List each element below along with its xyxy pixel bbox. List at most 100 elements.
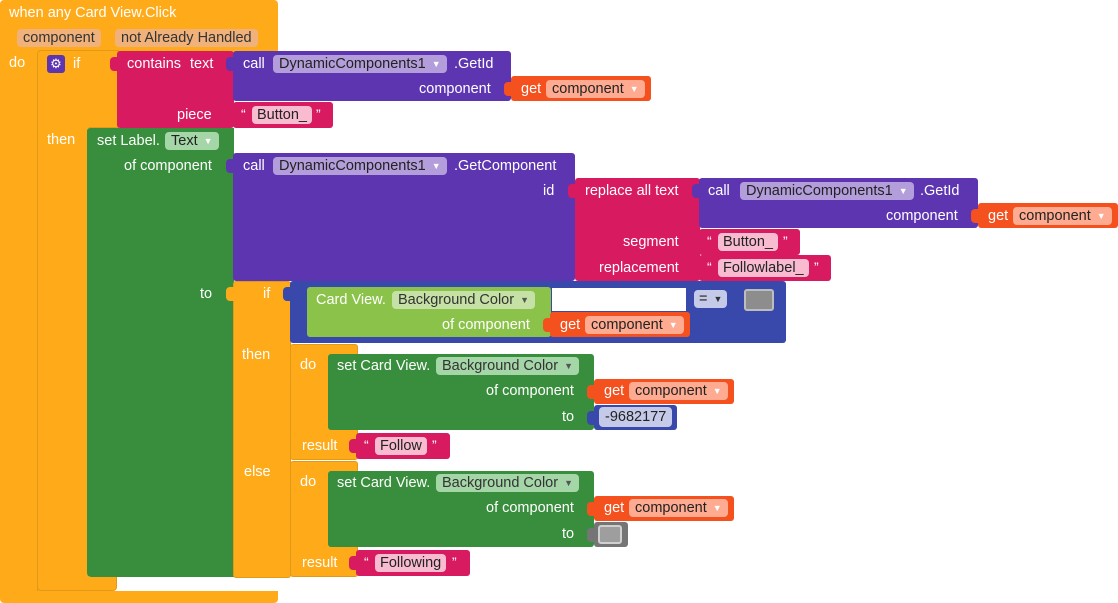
ternary-if-block[interactable] bbox=[233, 281, 291, 578]
to-label: to bbox=[200, 286, 213, 302]
get-label: get bbox=[604, 500, 625, 516]
then-do-label: do bbox=[300, 357, 317, 373]
set-cardview-prefix: set Card View. bbox=[337, 358, 431, 374]
event-title: when any Card View.Click bbox=[9, 5, 177, 21]
contains-mode-label: text bbox=[190, 56, 214, 72]
call-getid-nested-connector bbox=[692, 184, 700, 198]
do-label: do bbox=[9, 55, 26, 71]
set-cardview-prefix: set Card View. bbox=[337, 475, 431, 491]
color-swatch-gray[interactable] bbox=[598, 525, 622, 544]
get-variable-dropdown[interactable]: component ▼ bbox=[1013, 207, 1112, 225]
property-dropdown-background-color[interactable]: Background Color ▼ bbox=[436, 474, 579, 492]
method-getcomponent: .GetComponent bbox=[454, 158, 557, 174]
dropdown-arrow-icon: ▼ bbox=[203, 136, 213, 146]
close-quote-icon: ” bbox=[432, 437, 437, 453]
property-dropdown-background-color[interactable]: Background Color ▼ bbox=[392, 291, 535, 309]
call-getid-connector bbox=[226, 57, 234, 71]
following-string-value[interactable]: Following bbox=[375, 554, 447, 572]
color-swatch-gray[interactable] bbox=[744, 289, 774, 311]
operator-dropdown-equals[interactable]: = ▼ bbox=[694, 290, 728, 308]
dropdown-arrow-icon: ▼ bbox=[431, 59, 441, 69]
call-component-arg-label: component bbox=[886, 208, 958, 224]
else-result-label: result bbox=[302, 555, 338, 571]
to-label: to bbox=[562, 409, 575, 425]
component-dropdown-dynamiccomponents1[interactable]: DynamicComponents1 ▼ bbox=[273, 157, 447, 175]
then-label: then bbox=[47, 132, 76, 148]
replace-all-text-block[interactable] bbox=[575, 178, 700, 281]
event-block-do-column bbox=[0, 52, 38, 592]
get-variable-dropdown[interactable]: component ▼ bbox=[546, 80, 645, 98]
ternary-if-label: if bbox=[263, 286, 271, 302]
method-getid: .GetId bbox=[454, 56, 494, 72]
get-component-connector bbox=[971, 209, 979, 223]
get-component-connector bbox=[504, 82, 512, 96]
get-variable-dropdown[interactable]: component ▼ bbox=[585, 316, 684, 334]
id-label: id bbox=[543, 183, 555, 199]
property-dropdown-text[interactable]: Text ▼ bbox=[165, 132, 219, 150]
component-dropdown-dynamiccomponents1[interactable]: DynamicComponents1 ▼ bbox=[273, 55, 447, 73]
dropdown-arrow-icon: ▼ bbox=[564, 361, 573, 371]
compare-right-connector bbox=[734, 291, 742, 305]
get-label: get bbox=[604, 383, 625, 399]
follow-string-connector bbox=[349, 439, 357, 453]
contains-connector bbox=[110, 57, 118, 71]
dropdown-arrow-icon: ▼ bbox=[564, 478, 573, 488]
if-block-bottom bbox=[37, 577, 117, 591]
compare-connector bbox=[283, 287, 291, 301]
of-component-label: of component bbox=[486, 500, 574, 516]
get-variable-dropdown[interactable]: component ▼ bbox=[629, 499, 728, 517]
number-value[interactable]: -9682177 bbox=[599, 407, 673, 427]
get-label: get bbox=[560, 317, 581, 333]
open-quote-icon: “ bbox=[364, 554, 369, 570]
open-quote-icon: “ bbox=[241, 106, 246, 122]
call-label: call bbox=[243, 56, 265, 72]
close-quote-icon: ” bbox=[452, 554, 457, 570]
follow-string-value[interactable]: Follow bbox=[375, 437, 427, 455]
of-component-label: of component bbox=[442, 317, 530, 333]
open-quote-icon: “ bbox=[364, 437, 369, 453]
segment-string-value[interactable]: Button_ bbox=[718, 233, 778, 251]
segment-label: segment bbox=[623, 234, 679, 250]
dropdown-arrow-icon: ▼ bbox=[1096, 211, 1106, 221]
property-dropdown-background-color[interactable]: Background Color ▼ bbox=[436, 357, 579, 375]
component-dropdown-dynamiccomponents1[interactable]: DynamicComponents1 ▼ bbox=[740, 182, 914, 200]
gear-icon[interactable]: ⚙ bbox=[47, 55, 65, 73]
segment-string-connector bbox=[692, 235, 700, 249]
getter-prefix: Card View. bbox=[316, 292, 386, 308]
then-result-label: result bbox=[302, 438, 338, 454]
if-label: if bbox=[73, 56, 81, 72]
ternary-connector bbox=[226, 287, 234, 301]
dropdown-arrow-icon: ▼ bbox=[712, 503, 722, 513]
of-component-label: of component bbox=[486, 383, 574, 399]
param-not-already-handled[interactable]: not Already Handled bbox=[115, 29, 258, 47]
call-component-arg-label: component bbox=[419, 81, 491, 97]
number-connector bbox=[587, 411, 595, 425]
open-quote-icon: “ bbox=[707, 259, 712, 275]
get-label: get bbox=[521, 81, 542, 97]
following-string-connector bbox=[349, 556, 357, 570]
dropdown-arrow-icon: ▼ bbox=[898, 186, 908, 196]
piece-string-value[interactable]: Button_ bbox=[252, 106, 312, 124]
set-label-prefix: set Label. bbox=[97, 133, 160, 149]
set-label-text-column bbox=[87, 279, 234, 577]
call-label: call bbox=[243, 158, 265, 174]
close-quote-icon: ” bbox=[814, 259, 819, 275]
contains-label: contains bbox=[127, 56, 182, 72]
get-component-connector bbox=[543, 318, 551, 332]
replacement-string-value[interactable]: Followlabel_ bbox=[718, 259, 809, 277]
else-do-label: do bbox=[300, 474, 317, 490]
dropdown-arrow-icon: ▼ bbox=[520, 295, 529, 305]
dropdown-arrow-icon: ▼ bbox=[431, 161, 441, 171]
get-variable-dropdown[interactable]: component ▼ bbox=[629, 382, 728, 400]
replacement-string-connector bbox=[692, 261, 700, 275]
contains-text-block[interactable] bbox=[117, 51, 234, 128]
color-connector bbox=[587, 528, 595, 542]
set-label-text-block[interactable] bbox=[87, 128, 234, 280]
replacement-label: replacement bbox=[599, 260, 679, 276]
ternary-else-label: else bbox=[244, 464, 271, 480]
ternary-then-label: then bbox=[242, 347, 271, 363]
method-getid: .GetId bbox=[920, 183, 960, 199]
param-component[interactable]: component bbox=[17, 29, 101, 47]
piece-string-connector bbox=[226, 108, 234, 122]
dropdown-arrow-icon: ▼ bbox=[629, 84, 639, 94]
